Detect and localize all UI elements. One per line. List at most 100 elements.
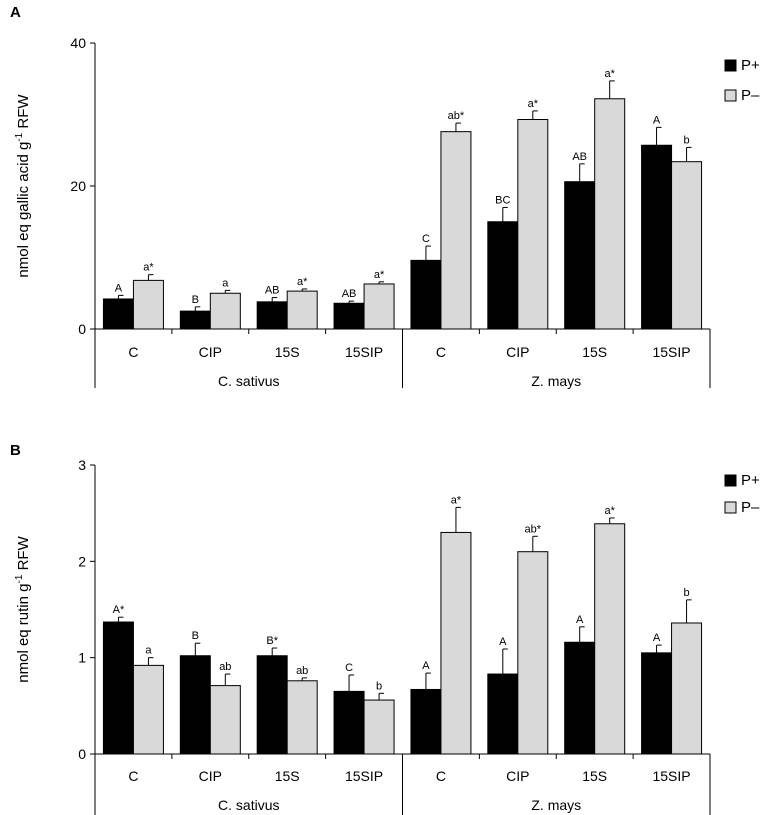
category-label: 15SIP xyxy=(345,344,383,360)
significance-label: a* xyxy=(374,269,385,281)
category-label: C xyxy=(436,344,446,360)
panel-b: B 0 1 2 3 nmol eq rutin g-1 RFW C CIP 15S 15SIP C C… xyxy=(10,442,760,815)
significance-label: a* xyxy=(604,68,615,80)
category-label: CIP xyxy=(506,344,529,360)
bar-p-minus xyxy=(440,531,472,755)
bar-p-minus xyxy=(286,680,318,755)
bar-p-plus xyxy=(487,221,519,330)
bar-p-plus xyxy=(333,690,365,755)
significance-label: a xyxy=(222,277,229,289)
group-label: C. sativus xyxy=(218,373,279,389)
y-tick-label: 3 xyxy=(78,457,86,473)
category-label: C xyxy=(128,768,138,784)
significance-label: ab* xyxy=(525,523,542,535)
bar-p-plus xyxy=(256,655,288,755)
significance-label: a xyxy=(145,645,152,657)
bar-p-minus xyxy=(517,119,549,330)
y-axis-label: nmol eq rutin g-1 RFW xyxy=(14,535,32,682)
significance-label: b xyxy=(684,134,690,146)
significance-label: AB xyxy=(342,288,357,300)
significance-label: ab xyxy=(296,665,308,677)
y-axis-label: nmol eq gallic acid g-1 RFW xyxy=(14,94,32,278)
legend-swatch xyxy=(724,59,737,72)
significance-label: A xyxy=(422,660,430,672)
significance-label: A xyxy=(576,614,584,626)
bar-p-minus xyxy=(286,290,318,330)
legend-swatch xyxy=(724,89,737,102)
significance-label: BC xyxy=(495,194,510,206)
panel-letter: B xyxy=(10,442,21,459)
bar-p-minus xyxy=(132,279,164,330)
category-label: 15S xyxy=(582,344,607,360)
y-tick-label: 2 xyxy=(78,553,86,569)
legend-label: P– xyxy=(741,87,760,104)
bar-p-minus xyxy=(594,523,626,755)
bar-p-plus xyxy=(179,310,211,330)
significance-label: B* xyxy=(266,635,278,647)
significance-label: A* xyxy=(113,604,125,616)
bar-p-minus xyxy=(209,292,241,330)
group-label: Z. mays xyxy=(531,797,581,813)
significance-label: A xyxy=(499,636,507,648)
bar-p-plus xyxy=(564,641,596,755)
category-label: C xyxy=(436,768,446,784)
significance-label: b xyxy=(684,587,690,599)
y-tick-label: 0 xyxy=(78,321,86,337)
bar-p-plus xyxy=(179,655,211,755)
y-tick-label: 1 xyxy=(78,650,86,666)
significance-label: B xyxy=(192,630,199,642)
significance-label: C xyxy=(345,662,353,674)
bar-p-plus xyxy=(641,144,673,330)
y-tick-label: 20 xyxy=(70,178,86,194)
bar-p-plus xyxy=(564,181,596,330)
significance-label: AB xyxy=(572,151,587,163)
bar-p-plus xyxy=(333,302,365,330)
significance-label: a* xyxy=(604,505,615,517)
category-label: 15S xyxy=(275,344,300,360)
significance-label: b xyxy=(376,680,382,692)
category-label: CIP xyxy=(199,768,222,784)
significance-label: ab* xyxy=(448,110,465,122)
group-label: Z. mays xyxy=(531,373,581,389)
significance-label: A xyxy=(653,114,661,126)
legend-label: P+ xyxy=(741,57,760,74)
bar-p-minus xyxy=(671,161,703,330)
significance-label: a* xyxy=(143,262,154,274)
legend-label: P– xyxy=(741,499,760,516)
y-tick-label: 0 xyxy=(78,746,86,762)
significance-label: C xyxy=(422,233,430,245)
significance-label: B xyxy=(192,294,199,306)
bar-p-plus xyxy=(487,673,519,755)
bar-p-minus xyxy=(594,98,626,330)
y-tick-label: 40 xyxy=(70,35,86,51)
category-label: 15S xyxy=(275,768,300,784)
significance-label: a* xyxy=(451,494,462,506)
bar-p-minus xyxy=(363,283,395,330)
significance-label: ab xyxy=(219,661,231,673)
category-label: C xyxy=(128,344,138,360)
significance-label: a* xyxy=(297,276,308,288)
bar-p-plus xyxy=(641,652,673,755)
group-label: C. sativus xyxy=(218,797,279,813)
panel-a: A 0 20 40 nmol eq gallic acid g-1 RFW C CIP 15S… xyxy=(10,4,760,389)
bar-p-minus xyxy=(440,131,472,330)
bar-p-plus xyxy=(410,259,442,330)
bar-p-plus xyxy=(410,688,442,755)
legend-label: P+ xyxy=(741,472,760,489)
significance-label: a* xyxy=(528,98,539,110)
bar-p-minus xyxy=(132,664,164,755)
category-label: CIP xyxy=(506,768,529,784)
panel-letter: A xyxy=(10,4,21,21)
bar-p-plus xyxy=(102,298,134,330)
significance-label: AB xyxy=(265,285,280,297)
bar-p-minus xyxy=(671,622,703,755)
bar-p-minus xyxy=(209,685,241,755)
category-label: 15S xyxy=(582,768,607,784)
category-label: 15SIP xyxy=(345,768,383,784)
significance-label: A xyxy=(653,632,661,644)
bar-p-plus xyxy=(102,621,134,755)
significance-label: A xyxy=(115,282,123,294)
category-label: CIP xyxy=(199,344,222,360)
